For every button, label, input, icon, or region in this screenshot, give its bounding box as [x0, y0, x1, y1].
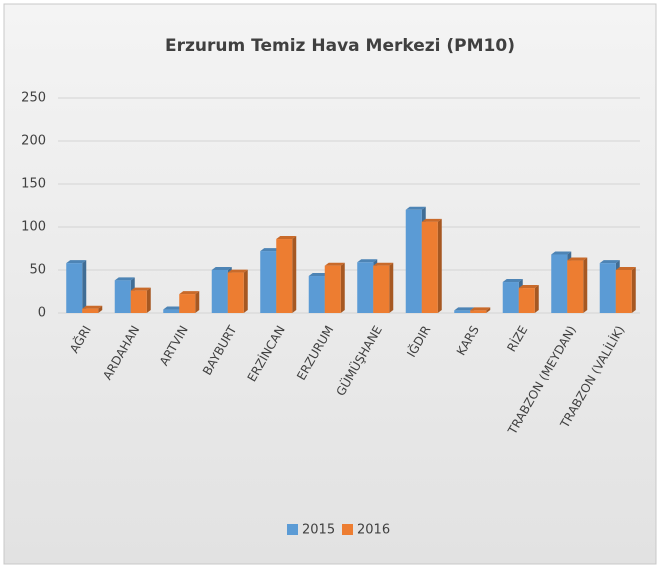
- bar: [567, 260, 584, 313]
- bar-top: [551, 251, 572, 255]
- chart-title: Erzurum Temiz Hava Merkezi (PM10): [165, 36, 515, 56]
- legend-label: 2016: [357, 523, 390, 538]
- bar-side: [631, 267, 636, 313]
- bar-top: [518, 285, 539, 289]
- bar-side: [292, 236, 297, 313]
- bar: [405, 209, 422, 313]
- bar-top: [114, 277, 135, 281]
- bar: [470, 310, 487, 313]
- bar-top: [276, 236, 297, 240]
- bar-side: [243, 269, 248, 313]
- bar: [599, 263, 616, 313]
- bar-side: [340, 262, 345, 313]
- bar: [324, 265, 341, 313]
- bar-side: [486, 307, 491, 313]
- bar: [276, 239, 293, 313]
- bar: [454, 310, 471, 313]
- bar: [357, 262, 374, 313]
- bar-top: [324, 262, 345, 266]
- bar-top: [66, 260, 87, 264]
- bar-top: [502, 279, 523, 283]
- bar-top: [211, 267, 232, 270]
- bar: [211, 270, 228, 313]
- bar-side: [534, 285, 539, 313]
- y-tick-label: 0: [38, 306, 46, 321]
- bar-top: [567, 257, 588, 261]
- bar-top: [260, 248, 281, 252]
- bar-side: [82, 260, 87, 313]
- bar: [421, 221, 438, 313]
- bar: [114, 280, 131, 313]
- bar-top: [405, 206, 426, 210]
- bar: [66, 263, 83, 313]
- bar-top: [615, 267, 636, 270]
- bar-side: [98, 305, 103, 313]
- bar-top: [373, 262, 394, 266]
- bar: [615, 270, 632, 313]
- bar: [551, 254, 568, 313]
- bar-side: [146, 287, 151, 313]
- bar-top: [130, 287, 151, 291]
- bar: [518, 288, 535, 313]
- bar-side: [195, 291, 200, 313]
- bar-top: [179, 291, 200, 295]
- legend-swatch: [342, 524, 353, 535]
- y-tick-label: 50: [29, 263, 46, 278]
- bar: [260, 251, 277, 313]
- bar-side: [583, 257, 588, 313]
- bar-side: [389, 262, 394, 313]
- bar-top: [308, 273, 329, 277]
- bar-top: [454, 307, 475, 311]
- bar-top: [163, 306, 184, 310]
- bar-top: [357, 259, 378, 263]
- bar-top: [470, 307, 491, 311]
- bar: [308, 276, 325, 313]
- bar: [373, 265, 390, 313]
- bar-top: [227, 269, 248, 273]
- bar: [502, 282, 519, 313]
- bar: [179, 294, 196, 313]
- y-tick-label: 100: [21, 220, 46, 235]
- bar-top: [82, 305, 103, 309]
- bar-top: [421, 218, 442, 222]
- bar: [82, 308, 99, 313]
- y-tick-label: 200: [21, 134, 46, 149]
- bar-side: [437, 218, 442, 313]
- bar-top: [599, 260, 620, 264]
- legend-label: 2015: [302, 523, 335, 538]
- bar: [130, 290, 147, 313]
- bar: [163, 309, 180, 313]
- y-tick-label: 250: [21, 91, 46, 106]
- legend-swatch: [287, 524, 298, 535]
- bar: [227, 272, 244, 313]
- y-tick-label: 150: [21, 177, 46, 192]
